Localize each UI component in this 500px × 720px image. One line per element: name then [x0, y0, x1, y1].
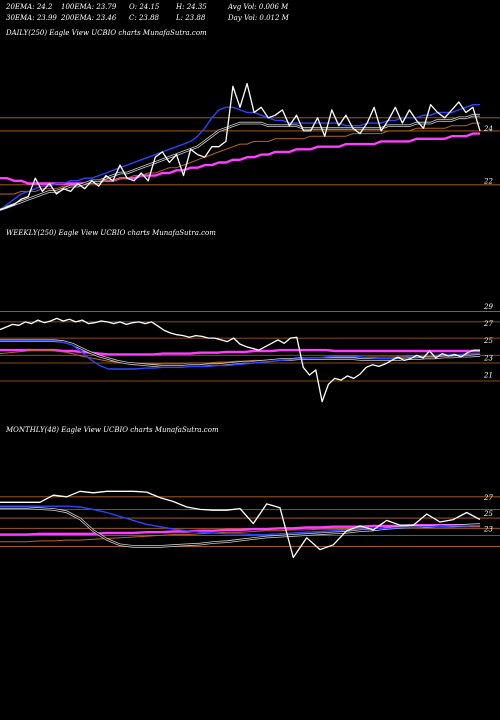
monthly-ytick-label: 23 [483, 526, 493, 534]
close-value: C: 23.88 [129, 14, 159, 22]
weekly-ema-long-line [0, 348, 480, 356]
weekly-price-line [0, 317, 480, 403]
daily-ema-short-line [0, 103, 480, 211]
monthly-panel: MONTHLY(48) Eagle View UCBIO charts Muna… [0, 426, 500, 559]
monthly-title: MONTHLY(48) Eagle View UCBIO charts Muna… [5, 426, 219, 434]
daily-title: DAILY(250) Eagle View UCBIO charts Munaf… [5, 29, 207, 37]
weekly-ytick-label: 21 [483, 372, 493, 380]
stats-row-1: 20EMA: 24.2 100EMA: 23.79 O: 24.15 H: 24… [6, 2, 496, 13]
daily-ema-mid-outer-line [0, 113, 480, 211]
monthly-price-line [0, 490, 481, 559]
monthly-ema-short-line [0, 505, 481, 536]
weekly-ema-mid-inner-line [0, 340, 481, 367]
weekly-ytick-label: 29 [483, 303, 493, 311]
open-value: O: 24.15 [129, 3, 160, 11]
monthly-ytick-label: 27 [483, 494, 493, 502]
stats-row-2: 30EMA: 23.99 200EMA: 23.46 C: 23.88 L: 2… [6, 13, 496, 24]
ema20-value: 20EMA: 24.2 [6, 3, 53, 11]
ema30-value: 30EMA: 23.99 [6, 14, 57, 22]
daily-ema-mid-inner-line [0, 114, 480, 211]
monthly-ytick-label: 25 [483, 510, 493, 518]
ema100-value: 100EMA: 23.79 [61, 3, 117, 11]
daily-ema-long-line [0, 132, 480, 185]
weekly-panel: WEEKLY(250) Eagle View UCBIO charts Muna… [0, 229, 500, 403]
indicator-stats: 20EMA: 24.2 100EMA: 23.79 O: 24.15 H: 24… [6, 2, 496, 26]
avg-volume-value: Avg Vol: 0.006 M [228, 3, 289, 11]
daily-panel: DAILY(250) Eagle View UCBIO charts Munaf… [0, 29, 500, 211]
monthly-ema-long-line [0, 524, 480, 536]
high-value: H: 24.35 [176, 3, 207, 11]
day-volume-value: Day Vol: 0.012 M [228, 14, 289, 22]
weekly-title: WEEKLY(250) Eagle View UCBIO charts Muna… [6, 229, 216, 237]
ema200-value: 200EMA: 23.46 [61, 14, 117, 22]
weekly-ytick-label: 23 [483, 354, 493, 362]
weekly-ema-short-line [0, 340, 480, 370]
daily-ytick-label: 24 [483, 125, 493, 133]
weekly-ytick-label: 27 [483, 320, 493, 328]
daily-ytick-label: 22 [483, 177, 493, 185]
weekly-ytick-label: 25 [483, 337, 493, 345]
low-value: L: 23.88 [176, 14, 206, 22]
daily-price-line [0, 82, 481, 211]
